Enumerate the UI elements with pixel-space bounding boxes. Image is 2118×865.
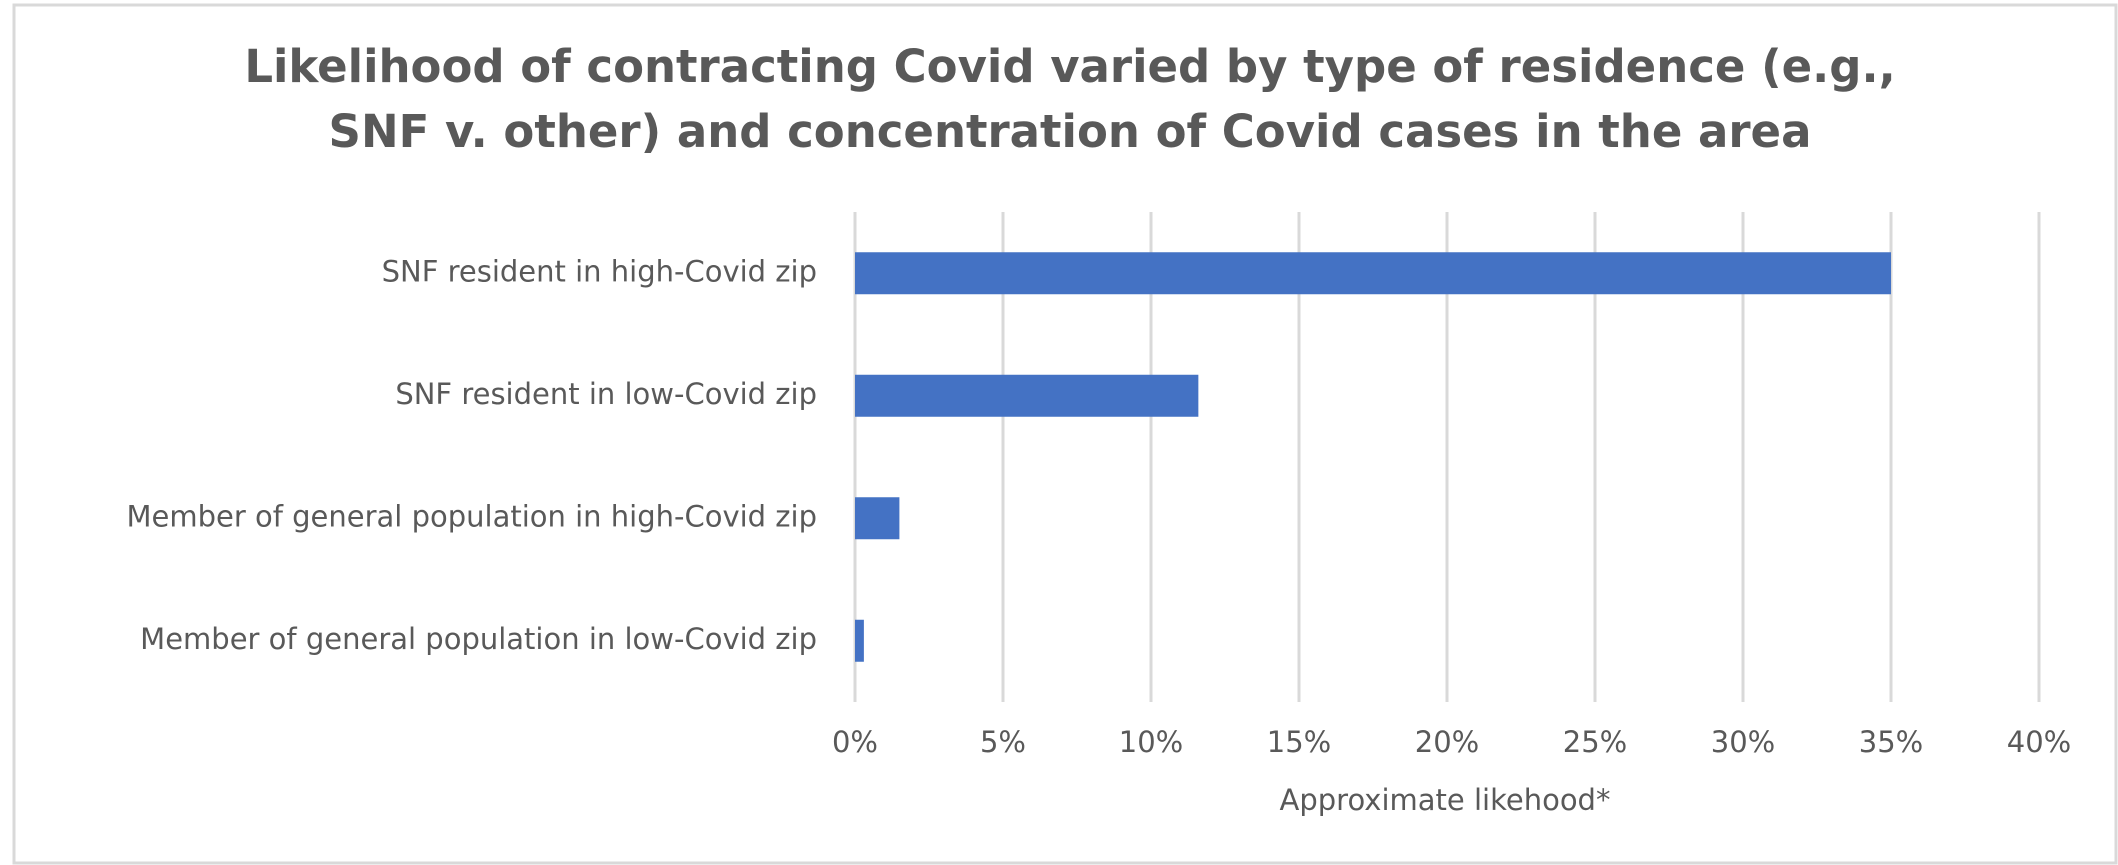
chart-title: Likelihood of contracting Covid varied b…: [244, 40, 1895, 93]
x-tick-label: 30%: [1711, 725, 1775, 759]
x-tick-label: 5%: [980, 725, 1026, 759]
chart-frame: [12, 3, 2118, 865]
x-tick-label: 0%: [832, 725, 878, 759]
y-tick-label: SNF resident in high-Covid zip: [382, 254, 817, 288]
bar: [855, 497, 900, 540]
bar: [855, 619, 864, 662]
chart-title: SNF v. other) and concentration of Covid…: [329, 105, 1812, 158]
x-tick-label: 40%: [2007, 725, 2071, 759]
x-tick-label: 35%: [1859, 725, 1923, 759]
x-tick-label: 10%: [1119, 725, 1183, 759]
y-tick-label: SNF resident in low-Covid zip: [395, 377, 817, 411]
x-tick-label: 25%: [1563, 725, 1627, 759]
x-tick-label: 20%: [1415, 725, 1479, 759]
x-tick-label: 15%: [1267, 725, 1331, 759]
x-axis-title: Approximate likehood*: [1280, 783, 1611, 817]
y-tick-label: Member of general population in low-Covi…: [140, 622, 817, 656]
bar: [855, 252, 1891, 295]
y-tick-label: Member of general population in high-Cov…: [126, 499, 817, 533]
bar: [855, 374, 1199, 417]
